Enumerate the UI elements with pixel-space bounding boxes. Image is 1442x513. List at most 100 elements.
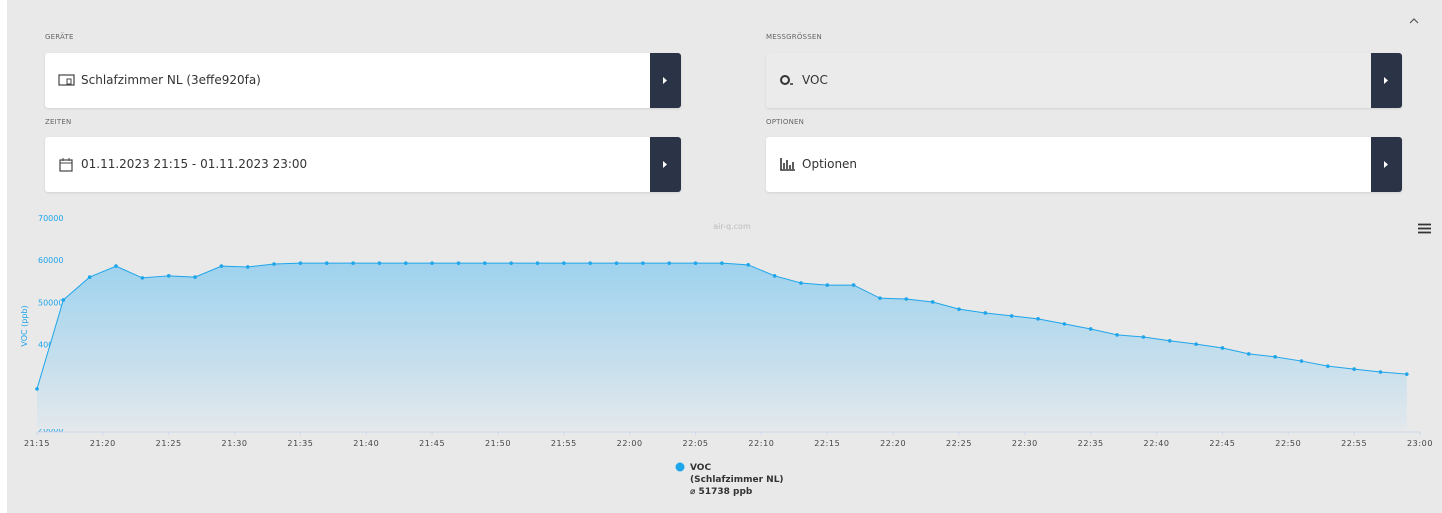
options-select[interactable]: Optionen [766, 137, 1402, 192]
point [193, 275, 197, 279]
point [324, 261, 329, 265]
legend-marker [675, 462, 685, 472]
point [404, 261, 408, 265]
field-button[interactable] [1371, 53, 1402, 108]
point [456, 261, 461, 265]
x-tick-label: 21:15 [24, 439, 50, 448]
point [614, 261, 619, 265]
x-tick-label: 22:20 [880, 439, 906, 448]
point [720, 261, 724, 265]
field-value: Schlafzimmer NL (3effe920fa) [81, 73, 261, 87]
point [825, 283, 830, 287]
point [878, 296, 882, 300]
x-tick-label: 22:55 [1341, 439, 1367, 448]
time-select[interactable]: 01.11.2023 21:15 - 01.11.2023 23:00 [45, 137, 681, 192]
field-button[interactable] [650, 53, 681, 108]
point [61, 298, 66, 302]
point [588, 261, 592, 265]
x-tick-label: 21:55 [551, 439, 577, 448]
x-tick-label: 21:20 [90, 439, 116, 448]
point [1220, 346, 1225, 350]
point [1062, 322, 1067, 326]
point [377, 261, 382, 265]
device-select[interactable]: Schlafzimmer NL (3effe920fa) [45, 53, 681, 108]
x-tick-label: 21:50 [485, 439, 511, 448]
x-tick-label: 21:35 [287, 439, 313, 448]
y-tick-label: 70000 [38, 214, 63, 223]
menu-icon[interactable] [1418, 223, 1431, 234]
point [1194, 342, 1198, 346]
point [667, 261, 672, 265]
legend-sublabel: (Schlafzimmer NL) [690, 475, 784, 485]
point [219, 264, 224, 268]
point [983, 311, 988, 315]
point [641, 261, 645, 265]
field-label: MESSGRÖSSEN [766, 33, 822, 41]
point [1141, 335, 1146, 339]
x-tick-label: 22:15 [814, 439, 840, 448]
point [245, 265, 250, 269]
point [509, 261, 513, 265]
field-value: VOC [802, 73, 828, 87]
point [1115, 333, 1119, 337]
collapse-icon[interactable] [1409, 17, 1419, 25]
point [1352, 367, 1356, 371]
y-tick-label: 60000 [38, 256, 63, 265]
point [851, 283, 856, 287]
x-tick-label: 22:50 [1275, 439, 1301, 448]
point [1167, 339, 1172, 343]
point [746, 263, 751, 267]
point [799, 281, 803, 285]
x-tick-label: 22:45 [1209, 439, 1235, 448]
point [1036, 317, 1040, 321]
point [35, 387, 39, 391]
x-tick-label: 22:10 [748, 439, 774, 448]
point [562, 261, 566, 265]
x-tick-label: 23:00 [1407, 439, 1433, 448]
point [430, 261, 434, 265]
x-tick-label: 21:40 [353, 439, 379, 448]
chart: air-q.com VOC (ppb) 20000300004000050000… [20, 214, 1433, 497]
point [1273, 355, 1277, 359]
point [166, 274, 171, 278]
x-tick-label: 21:45 [419, 439, 445, 448]
x-tick-label: 22:35 [1078, 439, 1104, 448]
point [1009, 314, 1014, 318]
field-label: GERÄTE [45, 33, 74, 41]
y-tick-label: 50000 [38, 298, 63, 307]
point [1405, 372, 1409, 376]
point [483, 261, 487, 265]
point [535, 261, 540, 265]
legend-label: VOC [690, 463, 711, 473]
x-tick-label: 22:05 [683, 439, 709, 448]
field-button[interactable] [1371, 137, 1402, 192]
area [37, 263, 1407, 429]
point [114, 264, 118, 268]
point [1326, 364, 1330, 368]
point [272, 262, 276, 266]
point [298, 261, 303, 265]
x-tick-label: 22:00 [617, 439, 643, 448]
point [351, 261, 355, 265]
legend-average: ⌀ 51738 ppb [690, 487, 753, 497]
field-value: Optionen [802, 157, 858, 171]
field-label: ZEITEN [45, 118, 72, 126]
x-tick-label: 21:25 [156, 439, 182, 448]
point [930, 300, 935, 304]
field-value: 01.11.2023 21:15 - 01.11.2023 23:00 [81, 157, 308, 171]
x-tick-label: 22:25 [946, 439, 972, 448]
x-tick-label: 22:40 [1144, 439, 1170, 448]
point [87, 275, 92, 279]
x-tick-label: 21:30 [222, 439, 248, 448]
point [1299, 359, 1304, 363]
point [140, 276, 145, 280]
point [772, 274, 777, 278]
y-axis-title: VOC (ppb) [20, 305, 29, 346]
point [904, 297, 909, 301]
measure-select[interactable]: VOC [766, 53, 1402, 108]
point [957, 307, 961, 311]
point [1378, 370, 1383, 374]
field-button[interactable] [650, 137, 681, 192]
field-label: OPTIONEN [766, 118, 805, 126]
watermark: air-q.com [713, 222, 751, 231]
